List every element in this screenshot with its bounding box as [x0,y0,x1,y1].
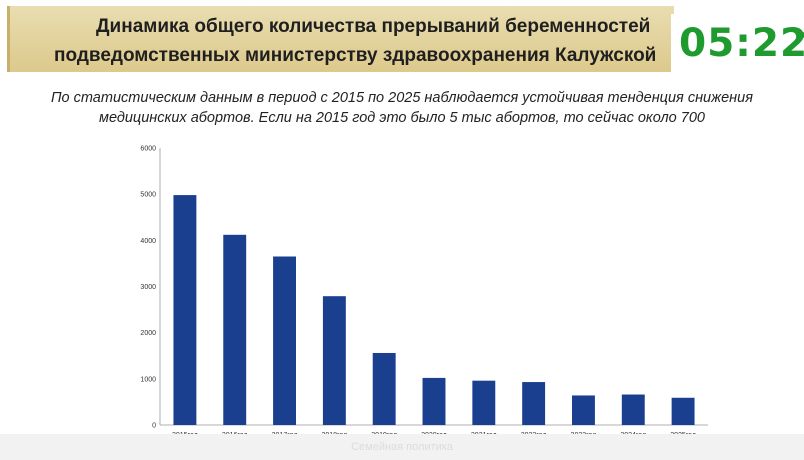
watermark-text: Семейная политика [351,441,453,453]
bar [621,394,645,425]
subtitle-line-1: По статистическим данным в период с 2015… [51,90,753,106]
title-line-1: Динамика общего количества прерываний бе… [96,16,651,37]
bar [173,195,197,425]
y-tick-label: 5000 [140,192,156,199]
bar [422,377,446,425]
y-tick-label: 0 [152,423,156,430]
footer-bar [0,434,804,460]
y-tick-label: 6000 [140,146,156,153]
bar [571,395,595,425]
bar [522,382,546,425]
timer-dot-icon [798,32,804,38]
y-tick-label: 1000 [140,376,156,383]
timer-text: 05:22 [679,21,804,66]
y-tick-label: 3000 [140,284,156,291]
title-band: Динамика общего количества прерываний бе… [7,6,674,72]
bar [472,380,496,425]
bar [322,296,346,425]
y-tick-label: 4000 [140,238,156,245]
bar [372,352,396,425]
subtitle-line-2: медицинских абортов. Если на 2015 год эт… [99,110,705,126]
y-tick-label: 2000 [140,330,156,337]
title-line-2: подведомственных министерству здравоохра… [54,45,657,66]
timer-overlay: 05:22 [671,14,804,72]
bar [223,234,247,425]
bar [671,397,695,425]
bar [273,256,297,425]
